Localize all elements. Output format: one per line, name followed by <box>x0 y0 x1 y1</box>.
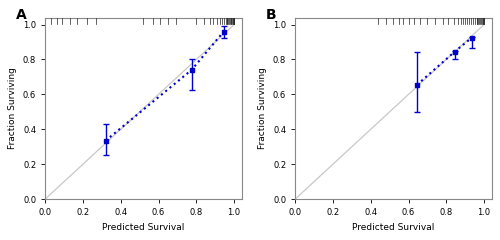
Text: B: B <box>266 8 276 23</box>
X-axis label: Predicted Survival: Predicted Survival <box>352 223 434 232</box>
Y-axis label: Fraction Surviving: Fraction Surviving <box>258 67 268 149</box>
Text: A: A <box>16 8 26 23</box>
X-axis label: Predicted Survival: Predicted Survival <box>102 223 184 232</box>
Y-axis label: Fraction Surviving: Fraction Surviving <box>8 67 18 149</box>
